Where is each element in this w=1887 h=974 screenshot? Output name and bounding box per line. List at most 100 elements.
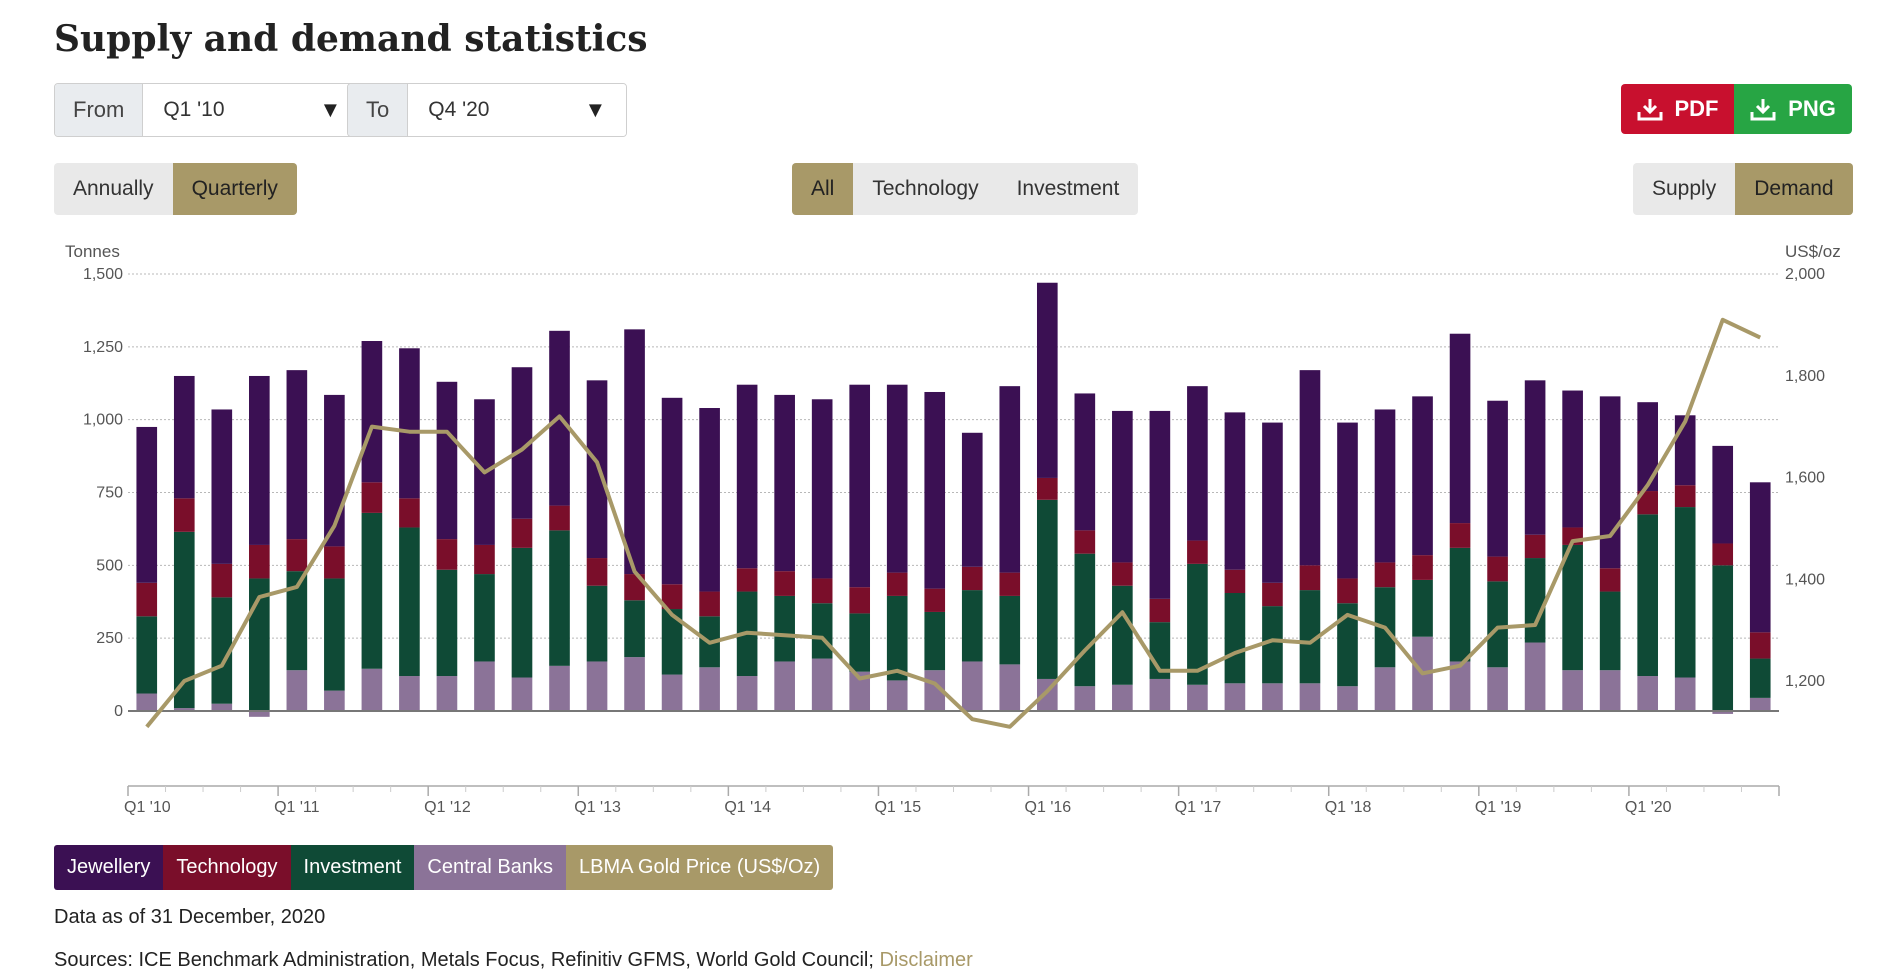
bar-jewellery <box>1562 390 1583 528</box>
bar-jewellery <box>211 409 233 564</box>
legend-central-banks[interactable]: Central Banks <box>414 845 566 890</box>
bar-technology <box>211 563 233 598</box>
bar-technology <box>1449 523 1471 548</box>
bar-jewellery <box>849 384 871 588</box>
bar-central-banks <box>586 661 608 711</box>
bar-technology <box>1599 568 1621 592</box>
bar-investment <box>1074 553 1096 687</box>
bar-jewellery <box>961 432 983 567</box>
toggle-demand[interactable]: Demand <box>1735 163 1853 215</box>
bar-technology <box>173 498 195 532</box>
sources-note: Sources: ICE Benchmark Administration, M… <box>54 949 973 972</box>
bar-jewellery <box>399 348 420 499</box>
sources-text: Sources: ICE Benchmark Administration, M… <box>54 949 874 971</box>
bar-technology <box>699 591 720 617</box>
bar-central-banks <box>811 658 833 711</box>
bar-central-banks <box>774 661 795 711</box>
disclaimer-link[interactable]: Disclaimer <box>879 949 973 971</box>
y2-tick-label: 1,200 <box>1785 673 1825 690</box>
y-tick-label: 1,000 <box>83 412 123 429</box>
bar-technology <box>324 546 345 579</box>
bar-investment <box>173 531 195 709</box>
bar-investment <box>924 611 946 671</box>
y-tick-label: 1,250 <box>83 339 123 356</box>
bar-investment <box>624 600 645 658</box>
download-icon <box>1637 99 1662 121</box>
bar-investment <box>511 547 533 678</box>
x-tick-label: Q1 '18 <box>1325 799 1372 815</box>
bar-technology <box>1149 598 1171 623</box>
x-tick-label: Q1 '11 <box>274 799 320 815</box>
from-range-selector[interactable]: From Q1 '10 ▼ <box>54 83 363 137</box>
bar-central-banks <box>1299 683 1321 711</box>
bar-technology <box>1299 565 1321 591</box>
toggle-supply[interactable]: Supply <box>1652 177 1717 200</box>
bar-technology <box>1712 543 1734 566</box>
toggle-quarterly[interactable]: Quarterly <box>172 163 297 215</box>
bar-technology <box>924 588 946 612</box>
bar-investment <box>1712 565 1734 711</box>
bar-technology <box>249 544 270 579</box>
bar-technology <box>136 582 158 617</box>
bar-central-banks <box>886 680 908 711</box>
bar-technology <box>436 539 458 570</box>
bar-jewellery <box>661 397 683 585</box>
legend-technology[interactable]: Technology <box>163 845 291 890</box>
download-png-button[interactable]: PNG <box>1734 84 1852 134</box>
bar-jewellery <box>774 394 795 572</box>
legend-jewellery[interactable]: Jewellery <box>54 845 164 890</box>
bar-central-banks <box>736 676 758 711</box>
bar-investment <box>1524 558 1546 643</box>
bar-investment <box>1412 579 1433 637</box>
bar-jewellery <box>586 380 608 559</box>
bar-central-banks <box>1674 677 1696 711</box>
download-pdf-button[interactable]: PDF <box>1621 84 1734 134</box>
bar-jewellery <box>173 375 195 499</box>
x-tick-label: Q1 '19 <box>1475 799 1522 815</box>
legend-investment[interactable]: Investment <box>290 845 415 890</box>
bar-central-banks <box>286 670 308 711</box>
bar-technology <box>999 572 1021 596</box>
y2-tick-label: 1,400 <box>1785 571 1825 588</box>
bar-technology <box>811 578 833 604</box>
bar-central-banks <box>699 667 720 711</box>
bar-investment <box>661 609 683 675</box>
bar-investment <box>286 571 308 671</box>
bar-technology <box>849 587 871 614</box>
bar-technology <box>886 572 908 596</box>
bar-technology <box>774 571 795 596</box>
bar-central-banks <box>549 665 570 711</box>
to-range-selector[interactable]: To Q4 '20 ▼ <box>347 83 628 137</box>
chevron-down-icon: ▼ <box>319 97 342 122</box>
bar-central-banks <box>399 676 420 711</box>
bar-jewellery <box>136 426 158 583</box>
toggle-all[interactable]: All <box>792 163 854 215</box>
chart-legend: Jewellery Technology Investment Central … <box>54 845 834 890</box>
bar-jewellery <box>361 341 383 483</box>
toggle-investment[interactable]: Investment <box>1016 177 1120 200</box>
legend-gold-price[interactable]: LBMA Gold Price (US$/Oz) <box>566 845 834 890</box>
bar-technology <box>961 566 983 591</box>
bar-central-banks <box>1524 642 1546 711</box>
bar-central-banks <box>1374 667 1396 711</box>
to-select[interactable]: Q4 '20 ▼ <box>408 84 627 136</box>
bar-investment <box>549 530 570 666</box>
bar-technology <box>1637 491 1658 515</box>
download-png-label: PNG <box>1788 96 1836 121</box>
frequency-toggle: Annually Quarterly <box>54 163 297 215</box>
from-label: From <box>55 84 144 136</box>
y2-tick-label: 1,600 <box>1785 470 1825 487</box>
bar-jewellery <box>1449 333 1471 524</box>
bar-central-banks <box>1637 676 1658 711</box>
bar-jewellery <box>624 329 645 575</box>
toggle-technology[interactable]: Technology <box>872 177 979 200</box>
bar-central-banks <box>1599 670 1621 711</box>
bar-jewellery <box>1187 386 1208 541</box>
from-select-value: Q1 '10 <box>163 98 225 121</box>
bar-investment <box>436 569 458 677</box>
toggle-annually[interactable]: Annually <box>73 177 154 200</box>
bar-central-banks <box>249 711 270 717</box>
bar-jewellery <box>1637 402 1658 492</box>
bar-jewellery <box>1036 282 1058 478</box>
from-select[interactable]: Q1 '10 ▼ <box>143 84 362 136</box>
